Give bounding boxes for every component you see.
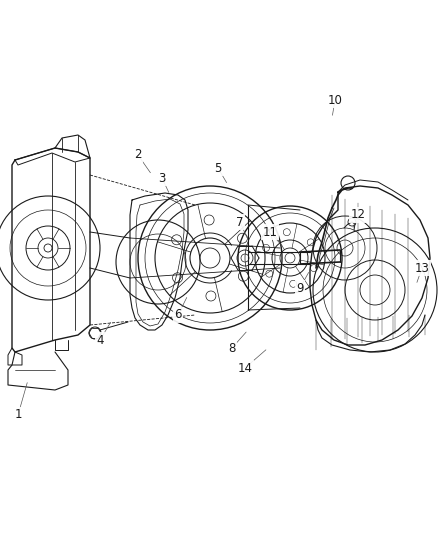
Text: 7: 7 [236,215,244,229]
Text: 14: 14 [237,361,252,375]
Text: 8: 8 [228,342,236,354]
Text: 2: 2 [134,149,142,161]
Text: 13: 13 [414,262,429,274]
Text: 9: 9 [296,281,304,295]
Text: 5: 5 [214,161,222,174]
Text: 6: 6 [174,309,182,321]
Text: 12: 12 [350,208,365,222]
Text: 1: 1 [14,408,22,422]
Text: 11: 11 [262,225,278,238]
Text: 3: 3 [158,172,166,184]
Text: 10: 10 [328,93,343,107]
Text: 4: 4 [96,334,104,346]
